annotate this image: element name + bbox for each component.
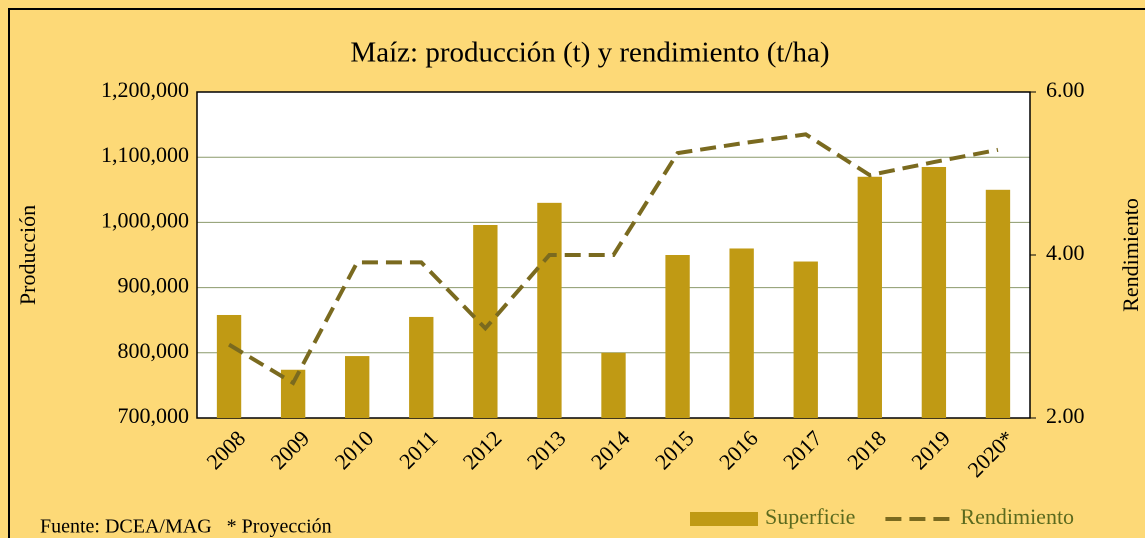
y2-tick-label: 4.00: [1046, 240, 1085, 265]
bar: [985, 189, 1011, 418]
bar: [793, 261, 818, 418]
bar: [921, 166, 947, 418]
line: [228, 132, 999, 386]
bar: [537, 202, 562, 418]
y-tick-label: 900,000: [118, 273, 190, 298]
bar: [280, 369, 306, 418]
y-tick-label: 800,000: [118, 338, 190, 363]
y-axis-label: Producción: [15, 205, 40, 305]
bar: [473, 225, 498, 418]
bar: [665, 255, 690, 418]
bar: [601, 352, 626, 418]
bar: [345, 356, 370, 418]
bar: [216, 314, 242, 418]
bar: [729, 248, 754, 418]
y-tick-label: 700,000: [118, 403, 190, 428]
y-tick-label: 1,000,000: [101, 207, 189, 232]
y2-tick-label: 6.00: [1046, 77, 1085, 102]
legend-label: Superficie: [765, 504, 855, 529]
bar: [857, 176, 882, 418]
frame: [8, 8, 1145, 538]
source-note: Fuente: DCEA/MAG * Proyección: [40, 516, 332, 538]
y2-axis-label: Rendimiento: [1118, 198, 1143, 312]
legend-label: Rendimiento: [960, 504, 1074, 529]
y-tick-label: 1,200,000: [101, 77, 189, 102]
bar: [409, 316, 434, 418]
legend-swatch: [690, 512, 758, 526]
y2-tick-label: 2.00: [1046, 403, 1085, 428]
y-tick-label: 1,100,000: [101, 142, 189, 167]
chart-title: Maíz: producción (t) y rendimiento (t/ha…: [350, 37, 829, 69]
